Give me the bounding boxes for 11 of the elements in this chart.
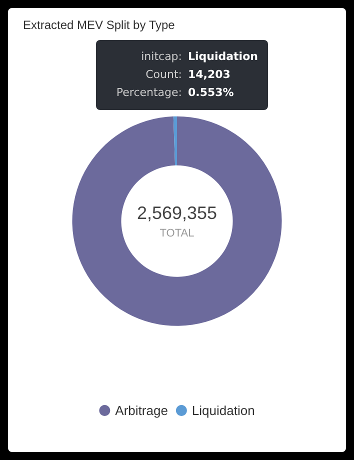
text: Liquidation bbox=[188, 49, 258, 65]
legend-label: Liquidation bbox=[192, 403, 255, 418]
text: 14,203 bbox=[188, 67, 230, 83]
text: initcap: bbox=[140, 49, 183, 65]
text: Count: bbox=[144, 67, 183, 83]
text: 2,569,355 bbox=[136, 203, 218, 223]
legend-label: Arbitrage bbox=[115, 403, 168, 418]
chart-title: Extracted MEV Split by Type bbox=[23, 18, 176, 32]
text: TOTAL bbox=[160, 228, 194, 240]
text: 0.553% bbox=[188, 85, 234, 101]
text: Percentage: bbox=[115, 85, 183, 101]
